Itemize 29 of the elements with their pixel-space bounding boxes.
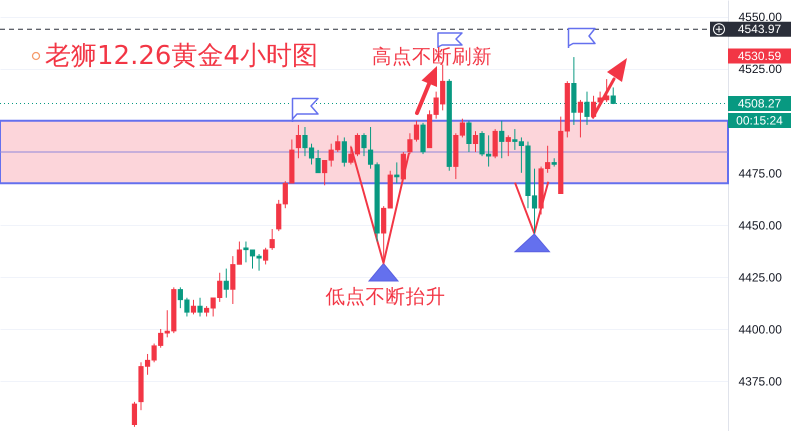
text: 00:15:24: [736, 114, 784, 128]
candlestick: [224, 268, 229, 298]
y-tick-label: 4525.00: [738, 62, 782, 76]
candlestick: [263, 247, 268, 265]
annotation: 高点不断刷新: [372, 45, 492, 68]
candlestick: [578, 99, 584, 138]
candlestick: [342, 136, 347, 168]
y-tick-label: 4375.00: [738, 374, 782, 389]
candlestick: [270, 228, 275, 250]
y-tick-label: 4475.00: [738, 166, 782, 180]
y-tick-label: 4450.00: [738, 218, 782, 232]
candlestick: [190, 299, 196, 315]
candlestick: [499, 120, 504, 159]
annotation: 低点不断抬升: [326, 285, 446, 308]
candlestick: [394, 162, 400, 184]
candlestick: [361, 132, 367, 157]
y-tick-label: 4400.00: [738, 322, 782, 336]
candlestick: [472, 130, 478, 152]
candlestick: [132, 401, 138, 428]
candlestick: [466, 120, 472, 152]
y-tick-label: 4425.00: [738, 270, 782, 284]
ref-line-label: 4508.27: [738, 96, 782, 111]
ref-line-label: 4543.97: [738, 22, 782, 36]
text: 老狮12.26黄金4小时图: [45, 41, 318, 71]
candlestick: [296, 124, 302, 159]
candlestick: [506, 134, 511, 157]
y-tick-label: 4550.00: [738, 10, 782, 24]
candlestick: [197, 297, 203, 317]
text: 4530.59: [738, 49, 782, 63]
